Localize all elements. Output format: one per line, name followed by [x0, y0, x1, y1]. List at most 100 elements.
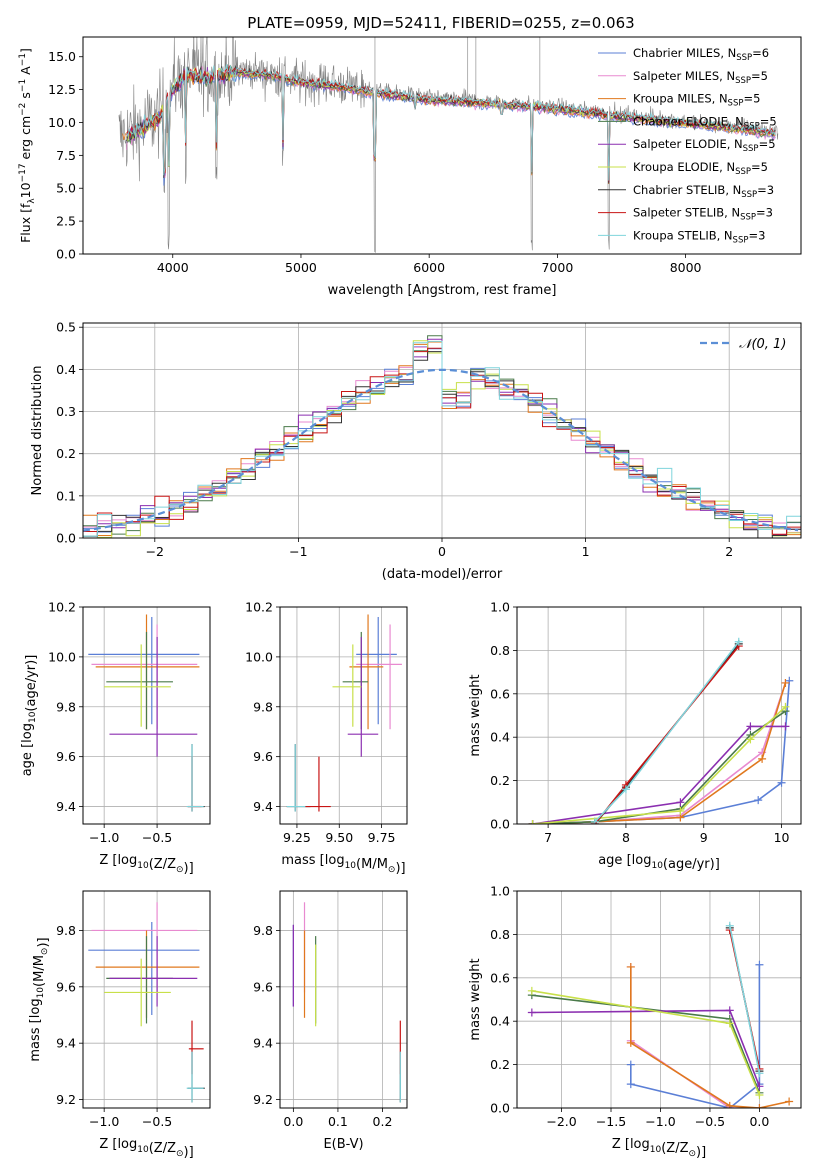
y-tick-label: 7.5 [56, 148, 76, 163]
x-tick-label: 9.75 [368, 830, 396, 845]
y-tick-label: 0.1 [56, 488, 76, 503]
x-tick-label: −1.0 [89, 830, 119, 845]
errorbars [88, 614, 205, 812]
y-axis-label-part: ] [18, 48, 33, 53]
y-axis-label: age [log10(age/yr)] [20, 655, 39, 777]
y-tick-label: 0.4 [490, 730, 510, 745]
normal-curve [83, 368, 799, 532]
legend-label-tail: =5 [760, 114, 777, 128]
label-part: Z [ [99, 1137, 117, 1152]
y-tick-label: 12.5 [48, 82, 76, 97]
mass-vs-EBV-panel: 0.0 0.1 0.2 9.2 9.4 9.6 9.8 E(B-V) [253, 890, 408, 1152]
label-part: )] [184, 861, 194, 876]
x-tick-label: −2 [146, 544, 164, 559]
x-tick-label: 7000 [541, 260, 573, 275]
label-sub: 10 [650, 1145, 662, 1155]
age-vs-mass-panel: 9.25 9.50 9.75 9.4 9.6 9.8 10.0 10.2 mass [log10… [245, 600, 408, 876]
weight-marker [755, 1090, 764, 1099]
x-tick-label: 7 [544, 830, 552, 845]
weight-lines [528, 637, 794, 824]
legend-label-main: Salpeter MILES, N [633, 69, 735, 83]
legend-label-sub: SSP [735, 167, 751, 177]
x-tick-label: −1 [289, 544, 307, 559]
y-tick-label: 9.4 [253, 1036, 273, 1051]
legend-label-tail: =3 [757, 183, 774, 197]
observed-spectrum-line [118, 37, 779, 254]
y-tick-label: 0.2 [56, 446, 76, 461]
weight-marker [725, 921, 734, 930]
model-spectrum-line [126, 64, 776, 182]
y-axis-label-part: −2 [18, 103, 28, 116]
y-axis-label-part: −1 [18, 53, 28, 66]
y-tick-label: 9.2 [253, 1092, 273, 1107]
weight-marker [755, 1082, 764, 1091]
y-axis-label-part: −1 [18, 79, 28, 92]
weight-marker [755, 1104, 764, 1108]
x-axis-label: E(B-V) [323, 1137, 363, 1152]
weight-marker [755, 960, 764, 969]
y-tick-label: 0.0 [56, 247, 76, 262]
weight-marker [626, 1038, 635, 1047]
x-tick-label: 1 [582, 544, 590, 559]
x-axis-label: wavelength [Angstrom, rest frame] [328, 283, 557, 298]
y-tick-label: 0.8 [490, 927, 510, 942]
legend-label-sub: SSP [735, 76, 751, 86]
y-axis-label: Normed distribution [30, 366, 45, 496]
legend-label-tail: =5 [743, 92, 760, 106]
label-part: log [117, 853, 137, 868]
legend-label-tail: =3 [756, 206, 773, 220]
label-part: log [28, 998, 43, 1018]
y-axis-label-part: 10 [18, 182, 33, 198]
y-tick-label: 0.6 [490, 686, 510, 701]
label-sub: ⊙ [176, 865, 184, 875]
errorbars [292, 902, 401, 1103]
label-part: )] [184, 1145, 194, 1160]
y-tick-label: 0.8 [490, 643, 510, 658]
label-part: log [20, 723, 35, 743]
weight-marker [746, 735, 755, 744]
weight-marker [528, 820, 537, 824]
weight-marker [621, 785, 630, 794]
legend-label-main: Salpeter ELODIE, N [633, 137, 743, 151]
weight-marker [527, 986, 536, 995]
label-part: Z [ [99, 853, 117, 868]
label-sub: 10 [28, 711, 38, 723]
label-sub: 10 [36, 987, 46, 999]
x-axis-label: (data-model)/error [382, 567, 503, 582]
x-tick-label: 9.25 [283, 830, 311, 845]
legend-label: Kroupa MILES, NSSP=5 [633, 92, 760, 109]
legend-label: 𝒩(0, 1) [739, 337, 786, 352]
x-axis-label: Z [log10(Z/Z⊙)] [99, 853, 193, 876]
x-tick-label: 9.50 [325, 830, 353, 845]
x-axis-label: Z [log10(Z/Z⊙)] [612, 1137, 706, 1160]
label-sub: 10 [137, 861, 149, 871]
weight-series-line [531, 990, 761, 1096]
weight-series-line [532, 710, 786, 824]
weight-series-line [532, 680, 791, 824]
legend-label-sub: SSP [744, 121, 760, 131]
weight-marker [746, 722, 755, 731]
x-tick-label: 0 [438, 544, 446, 559]
x-tick-label: 6000 [413, 260, 445, 275]
weight-marker [758, 754, 767, 763]
y-tick-label: 1.0 [490, 600, 510, 615]
label-part: (Z/Z [661, 1141, 688, 1156]
weight-marker [781, 722, 790, 731]
y-tick-label: 10.2 [48, 600, 76, 615]
legend-label: Chabrier ELODIE, NSSP=5 [633, 114, 777, 131]
x-tick-label: 9 [700, 830, 708, 845]
label-sub: ⊙ [40, 948, 50, 956]
legend-label-main: Kroupa MILES, N [633, 92, 728, 106]
legend-label-tail: =3 [748, 228, 765, 242]
y-tick-label: 9.6 [253, 749, 273, 764]
weight-marker [781, 702, 790, 711]
y-tick-label: 0.6 [490, 970, 510, 985]
y-tick-label: 9.8 [56, 923, 76, 938]
y-tick-label: 9.8 [253, 699, 273, 714]
y-axis-label-part: Flux [f [18, 203, 33, 243]
y-tick-label: 9.4 [56, 1036, 76, 1051]
weight-series-line [729, 925, 761, 1074]
errorbars [286, 614, 402, 812]
label-part: mass [ [28, 1018, 43, 1061]
